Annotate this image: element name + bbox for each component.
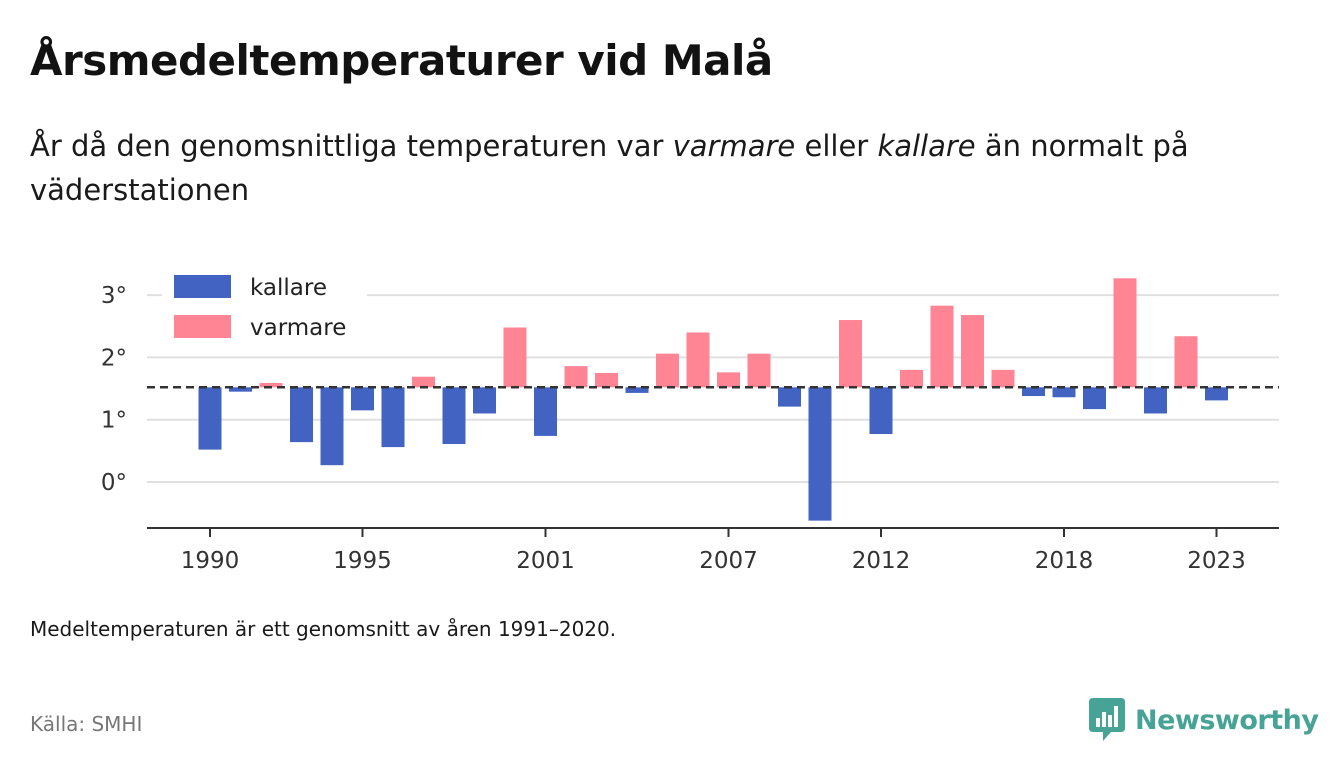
bar-1998-cold <box>442 387 466 444</box>
legend-swatch-varmare <box>174 315 231 338</box>
bar-2022-warm <box>1174 336 1198 388</box>
bar-2021-cold <box>1144 387 1167 414</box>
legend-label-varmare: varmare <box>250 315 346 341</box>
bar-2018-cold <box>1052 387 1076 398</box>
bar-2012-cold <box>869 387 893 435</box>
source-credit: Källa: SMHI <box>30 712 143 736</box>
bar-1997-warm <box>412 376 435 388</box>
subtitle-part-3: än normalt på väderstationen <box>30 129 1189 207</box>
bar-2019-cold <box>1083 387 1106 410</box>
legend-swatch-kallare <box>174 275 231 298</box>
x-tick-labels: 1990 1995 2001 2007 2012 2018 2023 <box>181 528 1246 574</box>
y-tick-label: 3° <box>101 283 127 309</box>
chart-title: Årsmedeltemperaturer vid Malå <box>30 36 773 85</box>
bar-2004-cold <box>625 387 649 393</box>
legend: kallare varmare <box>162 267 367 347</box>
bar-2017-cold <box>1022 387 1045 397</box>
x-tick-label: 2007 <box>699 548 758 574</box>
bar-1993-cold <box>290 387 313 443</box>
bar-chart: 0° 1° 2° 3° 1990 1995 2001 2007 2012 2018 2023 ka… <box>100 267 1279 574</box>
bar-2007-warm <box>717 372 740 388</box>
bar-2010-cold <box>808 387 832 521</box>
x-tick-label: 1995 <box>333 548 392 574</box>
brand-logo: Newsworthy <box>1089 698 1319 742</box>
subtitle-cold-word: kallare <box>877 129 976 163</box>
bar-2020-warm <box>1113 278 1137 388</box>
bar-2011-warm <box>839 320 862 388</box>
chart-note: Medeltemperaturen är ett genomsnitt av å… <box>30 617 617 641</box>
bar-1992-warm <box>259 382 283 388</box>
bar-1994-cold <box>320 387 344 466</box>
bar-1990-cold <box>198 387 222 450</box>
bar-2002-warm <box>564 366 588 388</box>
subtitle-warm-word: varmare <box>672 129 796 163</box>
bar-1999-cold <box>473 387 496 414</box>
newsworthy-logo-icon <box>1089 698 1125 741</box>
bar-2003-warm <box>595 372 618 388</box>
y-tick-label: 0° <box>101 470 127 496</box>
legend-label-kallare: kallare <box>250 275 327 301</box>
chart-subtitle: År då den genomsnittliga temperaturen va… <box>30 124 1300 212</box>
bar-2001-cold <box>534 387 557 436</box>
bar-2016-warm <box>991 369 1015 388</box>
y-tick-label: 1° <box>101 408 127 434</box>
bar-1996-cold <box>381 387 405 448</box>
x-tick-label: 2023 <box>1187 548 1246 574</box>
x-tick-label: 1990 <box>181 548 240 574</box>
bar-1991-cold <box>229 387 252 392</box>
bar-2008-warm <box>747 353 771 388</box>
bar-2023-cold <box>1205 387 1228 401</box>
x-tick-label: 2001 <box>516 548 575 574</box>
bar-2006-warm <box>686 332 710 388</box>
bar-2013-warm <box>900 369 923 388</box>
bar-2009-cold <box>778 387 801 407</box>
y-tick-label: 2° <box>101 345 127 371</box>
subtitle-part-1: År då den genomsnittliga temperaturen va… <box>30 129 673 163</box>
bar-2000-warm <box>503 327 527 388</box>
bar-2014-warm <box>930 305 954 388</box>
x-tick-label: 2018 <box>1035 548 1094 574</box>
bar-2015-warm <box>961 315 984 388</box>
brand-name: Newsworthy <box>1135 704 1319 736</box>
subtitle-part-2: eller <box>795 129 878 163</box>
bar-1995-cold <box>351 387 374 411</box>
x-tick-label: 2012 <box>852 548 911 574</box>
bar-2005-warm <box>656 353 679 388</box>
bars <box>147 278 1279 521</box>
y-tick-labels: 0° 1° 2° 3° <box>101 283 127 496</box>
